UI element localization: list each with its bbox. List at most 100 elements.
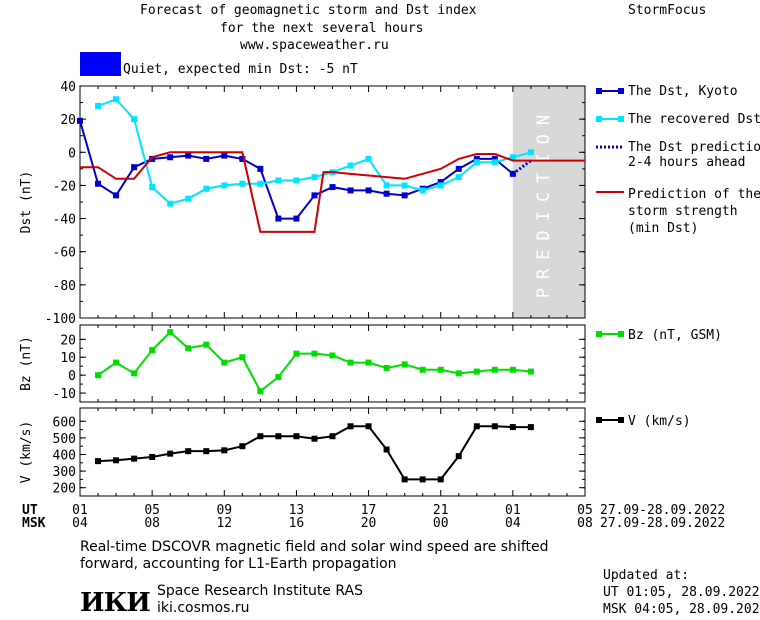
legend-dst-prediction-2: 2-4 hours ahead xyxy=(628,155,746,170)
ut-tick-label: 05 xyxy=(577,503,593,518)
data-point xyxy=(221,182,228,189)
prediction-label: PREDICTION xyxy=(534,106,554,298)
msk-tick-label: 04 xyxy=(505,516,521,531)
institute-site: iki.cosmos.ru xyxy=(157,600,250,616)
legend-dst-prediction-1: The Dst prediction xyxy=(628,140,760,155)
data-point xyxy=(149,184,156,191)
data-point xyxy=(419,187,426,194)
data-point xyxy=(401,182,408,189)
legend-bz-marker xyxy=(596,331,624,337)
data-point xyxy=(275,177,282,184)
data-point xyxy=(203,341,210,348)
ut-tick-label: 21 xyxy=(433,503,449,518)
data-point xyxy=(527,424,534,431)
ut-tick-label: 05 xyxy=(144,503,160,518)
data-point xyxy=(239,354,246,361)
legend-dst-recovered: The recovered Dst xyxy=(628,112,760,127)
data-point xyxy=(149,347,156,354)
data-point xyxy=(509,424,516,431)
data-point xyxy=(257,433,264,440)
data-point xyxy=(437,366,444,373)
msk-axis-label: MSK xyxy=(22,516,46,531)
data-point xyxy=(293,433,300,440)
y-tick-label: 20 xyxy=(60,333,76,348)
data-point xyxy=(383,182,390,189)
data-point xyxy=(95,372,102,379)
status-color-swatch xyxy=(80,52,121,76)
data-point xyxy=(473,159,480,166)
legend-bz: Bz (nT, GSM) xyxy=(628,328,722,343)
data-point xyxy=(77,117,83,124)
data-point xyxy=(365,187,372,194)
data-point xyxy=(167,450,174,457)
y-tick-label: -100 xyxy=(45,312,76,327)
y-tick-label: 20 xyxy=(60,113,76,128)
data-point xyxy=(167,200,174,207)
data-point xyxy=(185,448,192,455)
y-axis-label: Bz (nT) xyxy=(19,336,34,391)
data-point xyxy=(203,155,210,162)
data-point xyxy=(401,192,408,199)
data-point xyxy=(257,180,264,187)
data-point xyxy=(131,164,138,171)
legend-v: V (km/s) xyxy=(628,414,691,429)
data-point xyxy=(527,368,534,375)
msk-tick-label: 20 xyxy=(361,516,377,531)
data-point xyxy=(437,476,444,483)
msk-tick-label: 08 xyxy=(577,516,593,531)
data-point xyxy=(473,155,480,162)
legend-storm-2: storm strength xyxy=(628,204,738,219)
data-point xyxy=(401,476,408,483)
msk-tick-label: 08 xyxy=(144,516,160,531)
msk-tick-label: 00 xyxy=(433,516,449,531)
data-point xyxy=(419,476,426,483)
y-tick-label: 0 xyxy=(68,369,76,384)
data-point xyxy=(113,96,120,103)
data-point xyxy=(347,359,354,366)
data-point xyxy=(167,329,174,336)
legend-storm-1: Prediction of the xyxy=(628,187,760,202)
brand-name: StormFocus xyxy=(628,3,707,18)
data-point xyxy=(239,443,246,450)
footer-note-2: forward, accounting for L1-Earth propaga… xyxy=(80,556,397,572)
data-point xyxy=(149,155,156,162)
plot-frame xyxy=(79,324,586,403)
data-point xyxy=(329,352,336,359)
data-point xyxy=(239,180,246,187)
footer-note-1: Real-time DSCOVR magnetic field and sola… xyxy=(80,539,549,555)
y-tick-label: -60 xyxy=(53,246,76,261)
data-point xyxy=(455,174,462,181)
msk-tick-label: 04 xyxy=(72,516,88,531)
data-point xyxy=(437,182,444,189)
dst-panel: PREDICTION 40 20 0 -20 -40 -60 -80 -100 Dst (nT) xyxy=(19,80,586,327)
institute-name: Space Research Institute RAS xyxy=(157,583,363,599)
updated-ut: UT 01:05, 28.09.2022 xyxy=(603,585,760,600)
y-axis-label: V (km/s) xyxy=(19,421,34,484)
data-point xyxy=(293,215,300,222)
data-point xyxy=(365,359,372,366)
updated-label: Updated at: xyxy=(603,568,690,583)
data-point xyxy=(347,162,354,169)
y-tick-label: -40 xyxy=(53,213,76,228)
y-tick-label: 200 xyxy=(53,482,76,497)
chart-title-line2: for the next several hours xyxy=(220,21,424,36)
time-axis: 01 05 09 13 17 21 01 05 04 08 12 16 20 00 04 08 xyxy=(72,503,593,531)
ut-tick-label: 13 xyxy=(289,503,305,518)
data-point xyxy=(311,174,318,181)
series-line xyxy=(97,330,531,393)
data-point xyxy=(527,149,534,156)
y-tick-label: 40 xyxy=(60,80,76,95)
ut-tick-label: 01 xyxy=(72,503,88,518)
y-tick-label: 400 xyxy=(53,448,76,463)
data-point xyxy=(383,364,390,371)
data-point xyxy=(257,165,264,172)
data-point xyxy=(95,458,102,465)
data-point xyxy=(131,116,138,123)
series-line xyxy=(97,98,532,205)
data-point xyxy=(293,350,300,357)
date-range-ut: 27.09-28.09.2022 xyxy=(600,503,726,518)
data-point xyxy=(329,433,336,440)
y-tick-label: 300 xyxy=(53,465,76,480)
data-point xyxy=(347,423,354,430)
